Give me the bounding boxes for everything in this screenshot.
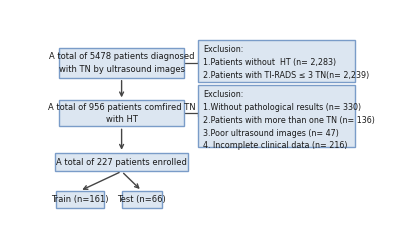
Text: A total of 956 patients comfired TN
with HT: A total of 956 patients comfired TN with… [48,103,195,124]
FancyBboxPatch shape [198,85,355,147]
FancyBboxPatch shape [56,191,104,208]
FancyBboxPatch shape [198,40,355,82]
Text: Exclusion:
1.Patients without  HT (n= 2,283)
2.Patients with TI-RADS ≤ 3 TN(n= 2: Exclusion: 1.Patients without HT (n= 2,2… [203,45,370,80]
FancyBboxPatch shape [55,153,188,171]
Text: Test (n=66): Test (n=66) [117,195,166,204]
FancyBboxPatch shape [59,48,184,78]
Text: Train (n=161): Train (n=161) [51,195,108,204]
FancyBboxPatch shape [122,191,162,208]
Text: Exclusion:
1.Without pathological results (n= 330)
2.Patients with more than one: Exclusion: 1.Without pathological result… [203,90,375,150]
FancyBboxPatch shape [59,100,184,126]
Text: A total of 5478 patients diagnosed
with TN by ultrasound images: A total of 5478 patients diagnosed with … [49,52,194,74]
Text: A total of 227 patients enrolled: A total of 227 patients enrolled [56,157,187,166]
